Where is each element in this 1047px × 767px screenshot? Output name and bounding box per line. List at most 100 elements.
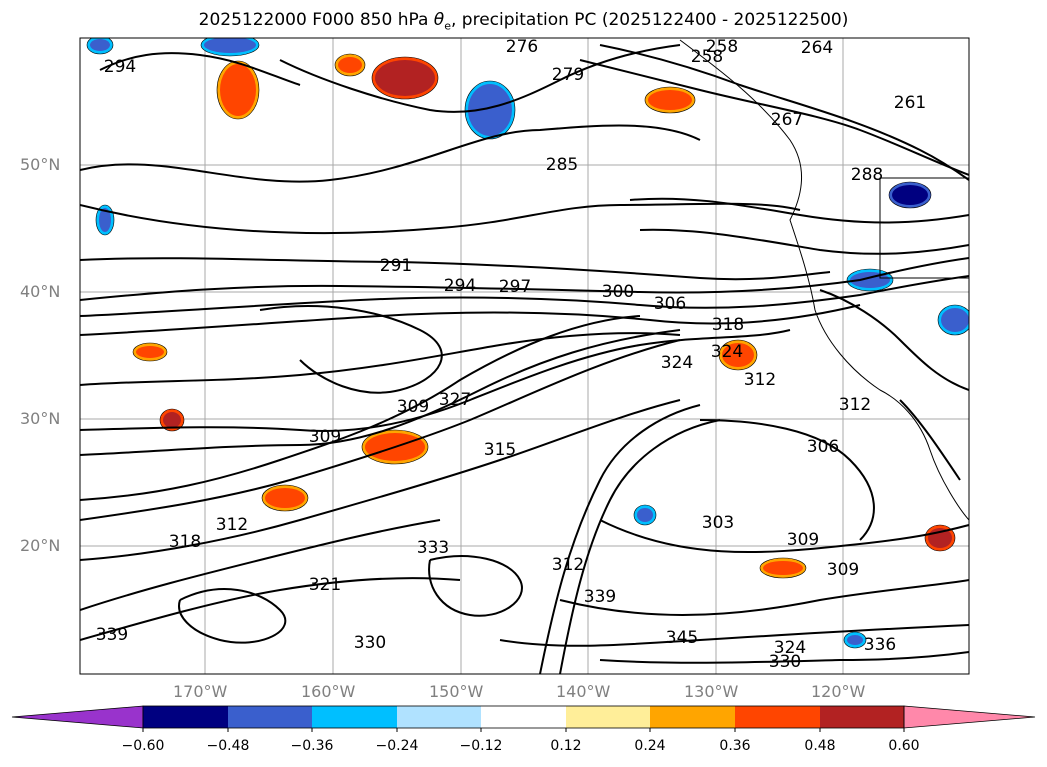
- theta-e-contour: [80, 315, 641, 501]
- title-theta-symbol: θ: [433, 10, 445, 30]
- colorbar-tick-label: −0.48: [206, 738, 250, 754]
- theta-e-contour: [80, 329, 791, 432]
- contour-label: 345: [666, 628, 698, 648]
- lon-label: 120°W: [811, 682, 866, 701]
- theta-e-contour: [819, 289, 969, 391]
- precip-blob-inner: [136, 346, 164, 358]
- contour-label: 258: [706, 37, 738, 57]
- map-frame: [79, 37, 970, 675]
- colorbar-tick-label: 0.48: [804, 738, 836, 754]
- precip-blob-inner: [90, 39, 110, 51]
- contour-label: 300: [602, 282, 634, 302]
- theta-e-contour: [99, 52, 301, 86]
- title-prefix: 2025122000 F000 850 hPa: [198, 10, 434, 30]
- colorbar-segment: [312, 706, 397, 728]
- colorbar-segment: [735, 706, 820, 728]
- lon-label: 160°W: [301, 682, 356, 701]
- colorbar-segment: [228, 706, 312, 728]
- lat-label: 50°N: [20, 155, 61, 174]
- precip-blob-inner: [847, 635, 863, 645]
- lat-label: 30°N: [20, 409, 61, 428]
- contour-label: 297: [499, 277, 531, 297]
- contour-label: 294: [104, 57, 136, 77]
- contour-label: 312: [216, 515, 248, 535]
- colorbar-tick-label: −0.24: [375, 738, 419, 754]
- contour-label: 306: [654, 294, 686, 314]
- precip-blob-inner: [763, 561, 803, 575]
- contour-label: 333: [417, 538, 449, 558]
- theta-e-contour: [599, 519, 969, 554]
- colorbar: [11, 705, 1036, 732]
- contour-label: 279: [552, 65, 584, 85]
- theta-e-contour: [80, 332, 681, 386]
- north-america-coastline: [679, 39, 969, 521]
- colorbar-tick-label: 0.12: [550, 738, 582, 754]
- contour-label: 327: [439, 390, 471, 410]
- contour-label: 336: [864, 635, 896, 655]
- theta-e-contour: [178, 588, 287, 644]
- contour-label: 318: [169, 532, 201, 552]
- theta-e-contour: [639, 228, 969, 255]
- theta-e-contour: [559, 579, 969, 616]
- lon-label: 150°W: [429, 682, 484, 701]
- contour-label: 261: [894, 93, 926, 113]
- lat-label: 20°N: [20, 536, 61, 555]
- graticule: [80, 38, 969, 674]
- colorbar-tick-label: −0.12: [459, 738, 503, 754]
- precip-blob-inner: [375, 60, 435, 96]
- colorbar-tick-label: 0.24: [634, 738, 666, 754]
- contour-label: 330: [769, 652, 801, 672]
- contour-label: 264: [801, 38, 833, 58]
- theta-e-contour: [579, 59, 969, 176]
- contour-label: 312: [744, 370, 776, 390]
- contour-label: 330: [354, 633, 386, 653]
- precip-blob-inner: [338, 57, 362, 73]
- contour-label: 309: [397, 397, 429, 417]
- lat-label: 40°N: [20, 282, 61, 301]
- contour-label: 267: [771, 110, 803, 130]
- theta-e-contour: [539, 404, 701, 674]
- contour-labels: 294 276 258 264 279 258 261 267 285 288 291 294 297 3…: [96, 37, 926, 672]
- theta-e-contour: [599, 651, 969, 664]
- theta-e-contour: [80, 339, 681, 521]
- theta-e-contour: [899, 399, 961, 481]
- theta-e-contour: [599, 44, 969, 181]
- precip-blob-inner: [648, 90, 692, 110]
- lon-label: 170°W: [173, 682, 228, 701]
- colorbar-frame: [142, 705, 905, 729]
- contour-label: 285: [546, 155, 578, 175]
- precip-blob-inner: [204, 38, 256, 53]
- theta-e-contour: [279, 44, 681, 113]
- contour-label: 321: [309, 575, 341, 595]
- colorbar-segment: [820, 706, 904, 728]
- colorbar-segment: [397, 706, 481, 728]
- theta-e-contour: [80, 124, 701, 183]
- theta-e-contour: [80, 257, 831, 281]
- contour-label: 294: [444, 276, 476, 296]
- colorbar-extend-high: [903, 705, 1036, 729]
- contour-label: 324: [711, 342, 743, 362]
- contour-label: 312: [839, 395, 871, 415]
- contour-label: 309: [827, 560, 859, 580]
- lon-label: 140°W: [556, 682, 611, 701]
- contour-label: 288: [851, 165, 883, 185]
- title-suffix: , precipitation PC (2025122400 - 2025122…: [450, 10, 849, 30]
- colorbar-segment: [143, 706, 228, 728]
- precip-blob-inner: [220, 64, 256, 116]
- contour-label: 309: [787, 530, 819, 550]
- theta-e-contour: [259, 305, 443, 394]
- theta-e-contour: [80, 202, 801, 235]
- contour-label: 339: [96, 625, 128, 645]
- colorbar-tick-label: 0.60: [888, 738, 920, 754]
- colorbar-segment: [566, 706, 650, 728]
- theta-e-contour: [80, 329, 681, 456]
- colorbar-tick-label: −0.60: [121, 738, 165, 754]
- lon-label: 130°W: [684, 682, 739, 701]
- precip-blob-inner: [265, 488, 305, 508]
- colorbar-segment: [481, 706, 566, 728]
- precip-blob-inner: [941, 308, 969, 332]
- contour-label: 318: [712, 315, 744, 335]
- contour-label: 276: [506, 37, 538, 57]
- title-subscript: e: [444, 19, 451, 33]
